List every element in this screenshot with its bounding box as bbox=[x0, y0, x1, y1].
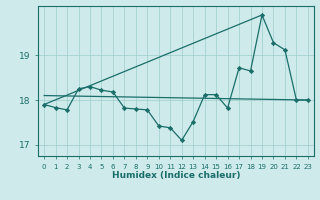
X-axis label: Humidex (Indice chaleur): Humidex (Indice chaleur) bbox=[112, 171, 240, 180]
